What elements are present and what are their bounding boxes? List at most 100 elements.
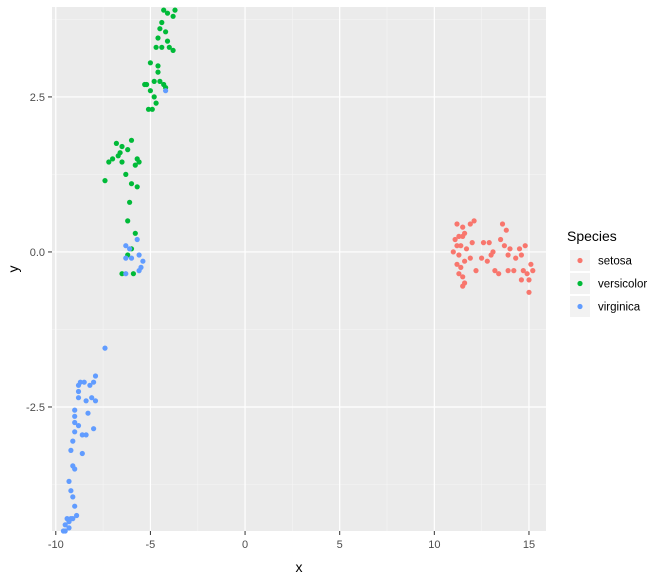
y-tick-label: -2.5 — [26, 402, 45, 414]
x-tick-label: -5 — [146, 539, 156, 551]
point-virginica — [81, 379, 87, 385]
point-setosa — [530, 268, 536, 274]
point-versicolor — [153, 44, 159, 50]
point-setosa — [462, 230, 468, 236]
point-virginica — [75, 423, 82, 429]
point-setosa — [460, 224, 466, 230]
point-virginica — [140, 258, 146, 264]
point-versicolor — [151, 94, 157, 100]
x-tick-label: 10 — [428, 539, 440, 551]
point-virginica — [123, 255, 129, 261]
point-setosa — [469, 240, 475, 246]
point-setosa — [463, 246, 470, 252]
point-virginica — [75, 395, 82, 401]
point-virginica — [134, 236, 140, 243]
point-virginica — [70, 438, 76, 444]
grid-major — [52, 7, 546, 531]
point-versicolor — [163, 29, 169, 35]
point-versicolor — [155, 63, 161, 69]
x-axis-ticks: -10 -5 0 5 10 15 — [48, 531, 535, 551]
point-setosa — [471, 218, 477, 224]
point-virginica — [83, 432, 89, 438]
legend-label-virginica: virginica — [598, 302, 641, 314]
x-tick-label: 5 — [337, 539, 343, 551]
point-setosa — [501, 243, 507, 249]
point-virginica — [72, 466, 78, 472]
point-versicolor — [102, 178, 108, 184]
legend-dot-setosa — [577, 257, 583, 264]
point-setosa — [490, 249, 496, 255]
point-setosa — [484, 258, 490, 264]
point-setosa — [496, 271, 502, 277]
point-setosa — [462, 258, 468, 264]
y-tick-label: 0.0 — [30, 247, 45, 259]
x-axis-title: x — [296, 559, 303, 575]
point-setosa — [456, 252, 462, 258]
point-setosa — [518, 252, 525, 258]
point-setosa — [458, 264, 464, 270]
point-setosa — [524, 271, 530, 277]
point-versicolor — [130, 271, 136, 277]
point-versicolor — [117, 150, 123, 156]
point-versicolor — [157, 78, 163, 84]
point-virginica — [72, 419, 78, 426]
point-virginica — [136, 252, 142, 258]
point-versicolor — [134, 184, 140, 190]
legend-label-setosa: setosa — [598, 256, 632, 268]
point-setosa — [480, 240, 487, 246]
data-points — [60, 7, 536, 534]
point-virginica — [75, 382, 82, 388]
point-virginica — [68, 516, 74, 522]
point-virginica — [68, 447, 74, 453]
point-setosa — [513, 255, 519, 261]
point-virginica — [123, 271, 129, 277]
point-setosa — [458, 243, 464, 249]
point-virginica — [128, 255, 135, 261]
point-versicolor — [128, 137, 135, 143]
point-setosa — [499, 221, 506, 227]
point-virginica — [72, 429, 78, 435]
point-setosa — [516, 246, 523, 252]
point-setosa — [454, 261, 460, 267]
legend-label-versicolor: versicolor — [598, 279, 647, 291]
point-virginica — [163, 88, 169, 94]
point-setosa — [526, 277, 532, 283]
point-versicolor — [157, 26, 163, 32]
point-virginica — [83, 398, 89, 404]
point-setosa — [454, 221, 460, 227]
point-versicolor — [170, 47, 176, 54]
point-virginica — [102, 345, 108, 351]
point-versicolor — [151, 78, 157, 84]
point-virginica — [72, 503, 78, 509]
point-setosa — [520, 268, 526, 274]
point-versicolor — [159, 44, 165, 50]
point-versicolor — [119, 271, 125, 277]
point-versicolor — [123, 171, 129, 177]
point-versicolor — [142, 81, 148, 88]
legend-title: Species — [567, 228, 617, 244]
point-setosa — [518, 277, 525, 283]
x-tick-label: -10 — [48, 539, 64, 551]
point-versicolor — [132, 230, 138, 236]
point-virginica — [79, 432, 85, 438]
point-versicolor — [164, 38, 171, 44]
y-axis-title: y — [5, 266, 21, 273]
point-virginica — [62, 522, 68, 528]
grid-minor — [52, 7, 546, 531]
point-virginica — [68, 488, 74, 494]
x-tick-label: 15 — [523, 539, 535, 551]
point-versicolor — [159, 19, 165, 26]
point-setosa — [526, 289, 532, 295]
point-setosa — [454, 243, 460, 249]
point-setosa — [456, 233, 462, 239]
point-virginica — [75, 388, 82, 395]
point-virginica — [74, 512, 80, 519]
point-setosa — [486, 240, 492, 246]
point-virginica — [123, 243, 129, 249]
point-versicolor — [166, 44, 172, 50]
point-setosa — [456, 271, 462, 277]
point-versicolor — [110, 156, 116, 162]
point-versicolor — [155, 35, 161, 41]
point-versicolor — [170, 13, 176, 19]
